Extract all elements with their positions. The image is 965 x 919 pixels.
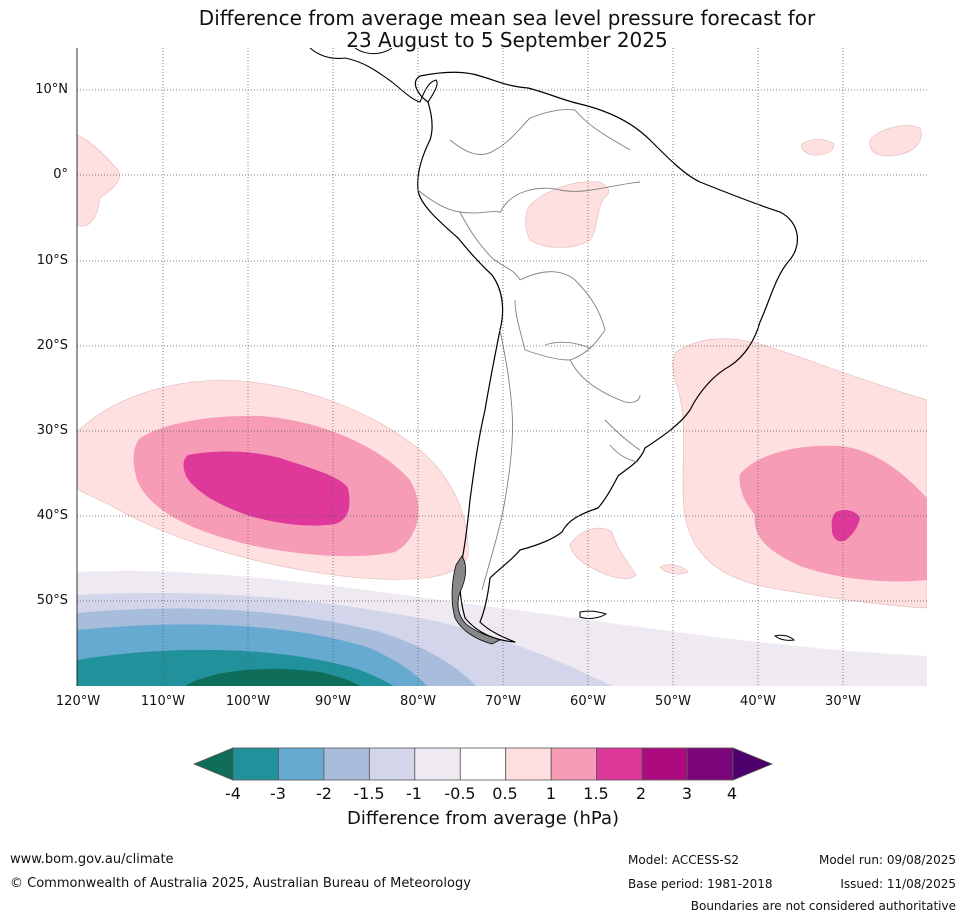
central-america-coastline [309,48,438,103]
colorbar-tick: 2 [635,784,647,803]
colorbar-tick: -2 [316,784,332,803]
colorbar-cell [687,747,734,781]
lon-label-50w: 50°W [655,694,691,709]
lon-label-80w: 80°W [400,694,436,709]
colorbar-cell [278,747,325,781]
colorbar-cell [232,747,279,781]
colorbar-cell [368,747,416,781]
lat-label-20s: 20°S [36,338,68,353]
anomaly-patch-small-south [659,564,689,575]
south-america-coastline [414,71,799,643]
pressure-anomaly-map [76,48,927,686]
lon-label-110w: 110°W [140,694,186,709]
disclaimer-text: Boundaries are not considered authoritat… [690,899,956,913]
lat-label-10s: 10°S [36,253,68,268]
colorbar-tick: 0.5 [492,784,518,803]
colorbar-tick: -1.5 [353,784,385,803]
copyright-text: © Commonwealth of Australia 2025, Austra… [10,876,471,891]
lon-label-70w: 70°W [485,694,521,709]
colorbar-cell [596,747,643,781]
colorbar-label: Difference from average (hPa) [346,808,620,829]
colorbar-tick: -1 [406,784,422,803]
lat-label-10n: 10°N [35,82,68,97]
colorbar-tick: 1 [545,784,557,803]
chilean-fjord-islands [451,555,502,645]
colorbar-tick: 4 [726,784,738,803]
colorbar-cell [459,747,507,781]
colorbar-cell [323,747,370,781]
colorbar-arrow-high [732,747,774,781]
anomaly-patch-atlantic-north-2 [869,125,922,157]
south-georgia [773,634,796,641]
colorbar-cell [641,747,688,781]
colorbar-arrow-low [192,747,234,781]
lon-label-120w: 120°W [55,694,101,709]
colorbar-cell [550,747,598,781]
issued-text: Issued: 11/08/2025 [840,877,956,891]
anomaly-west-1-5 [183,451,350,526]
lon-label-90w: 90°W [315,694,351,709]
colorbar [192,747,774,781]
graticule [77,48,927,686]
anomaly-east-1 [739,445,927,582]
colorbar-tick: -4 [225,784,241,803]
colorbar-cell [505,747,552,781]
anomaly-band-neg-4 [185,668,361,686]
colorbar-tick: -3 [270,784,286,803]
colorbar-cell [414,747,461,781]
website-link[interactable]: www.bom.gov.au/climate [10,852,174,867]
country-borders [417,109,641,591]
colorbar-tick: 3 [681,784,693,803]
lat-label-40s: 40°S [36,508,68,523]
base-period-text: Base period: 1981-2018 [628,877,773,891]
anomaly-east-1-5 [831,510,860,542]
colorbar-tick: 1.5 [583,784,609,803]
caribbean-coast [354,48,393,55]
falkland-islands [579,610,608,619]
anomaly-patch-equatorial-pacific [77,134,120,227]
map-title-line-1: Difference from average mean sea level p… [198,6,816,30]
lat-label-30s: 30°S [36,423,68,438]
lon-label-60w: 60°W [570,694,606,709]
map-title-line-2: 23 August to 5 September 2025 [346,28,668,52]
colorbar-tick: -0.5 [444,784,476,803]
lon-label-30w: 30°W [825,694,861,709]
lon-label-100w: 100°W [225,694,271,709]
lon-label-40w: 40°W [740,694,776,709]
model-run-text: Model run: 09/08/2025 [818,853,956,867]
lat-label-0: 0° [53,167,68,182]
model-text: Model: ACCESS-S2 [628,853,740,867]
anomaly-patch-south-atlantic [569,527,637,580]
lat-label-50s: 50°S [36,593,68,608]
anomaly-patch-atlantic-north-1 [801,139,835,156]
